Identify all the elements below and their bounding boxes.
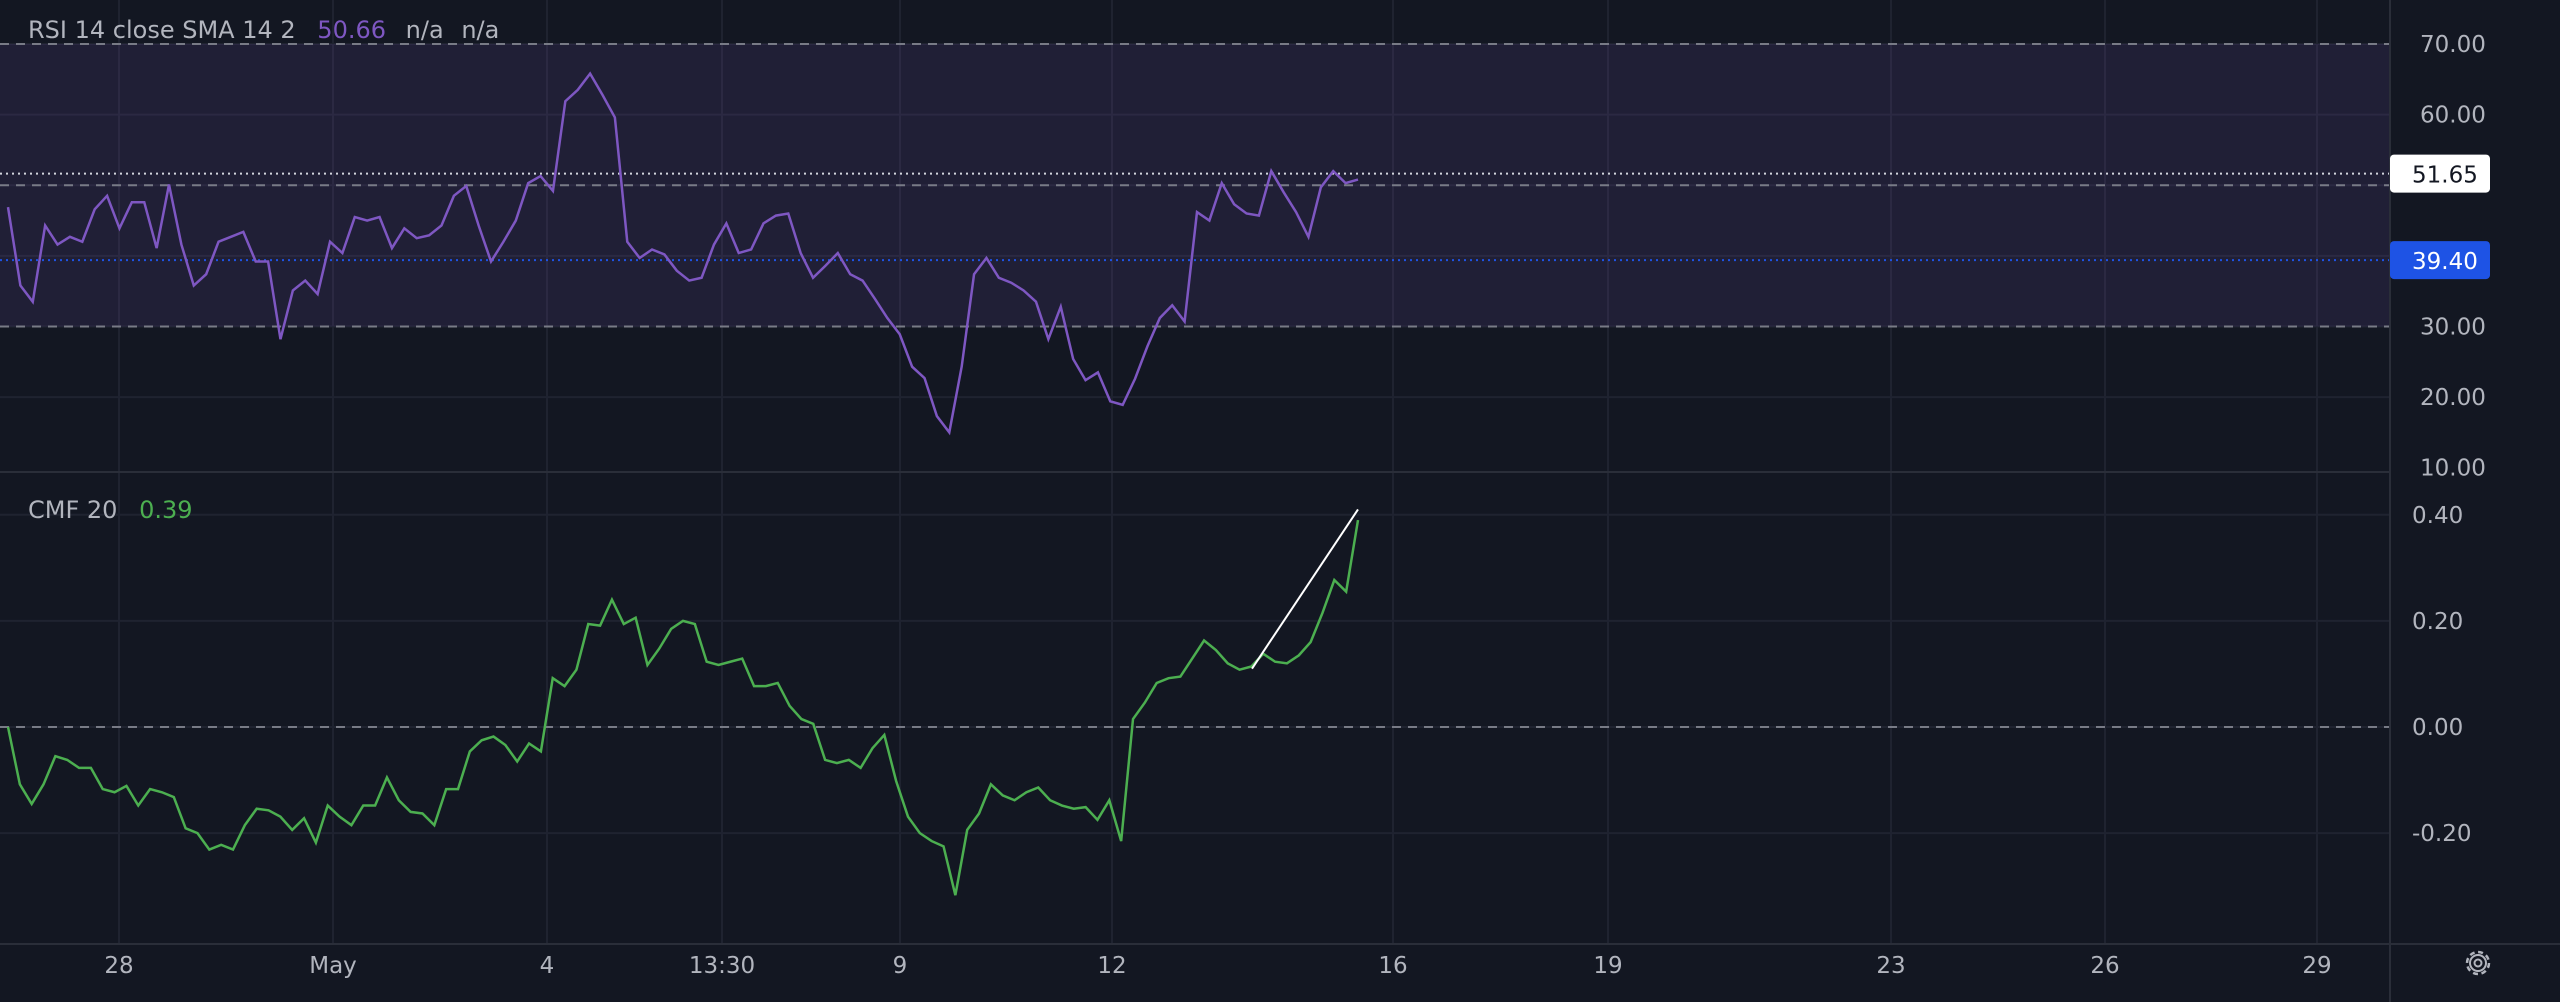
cmf-legend-value: 0.39: [139, 496, 192, 524]
x-tick-label: 29: [2302, 953, 2331, 979]
x-tick-label: 28: [104, 953, 133, 979]
rsi-legend-title: RSI 14 close SMA 14 2: [28, 16, 296, 44]
rsi-legend-value: 50.66: [317, 16, 386, 44]
x-tick-label: 16: [1378, 953, 1407, 979]
rsi-legend-extra1: n/a: [406, 16, 444, 44]
price-axis[interactable]: 70.00 60.00 30.00 20.00 10.00 0.40 0.20 0.00 -0.…: [2390, 32, 2490, 847]
x-tick-label: May: [309, 953, 357, 979]
x-tick-label: 4: [540, 953, 555, 979]
cmf-legend[interactable]: CMF 20 0.39: [28, 496, 193, 524]
price-label-text: 51.65: [2412, 163, 2478, 189]
gear-icon[interactable]: [2465, 950, 2491, 976]
current-value-label: [2390, 154, 2490, 193]
x-tick-label: 26: [2090, 953, 2119, 979]
x-tick-label: 13:30: [689, 953, 755, 979]
cmf-legend-title: CMF 20: [28, 496, 117, 524]
time-axis[interactable]: 28 May 4 13:30 9 12 16 19 23 26 29: [104, 953, 2331, 979]
rsi-y-tick-label: 10.00: [2420, 456, 2486, 482]
cmf-y-tick-label: 0.40: [2412, 503, 2463, 529]
cmf-pane[interactable]: [0, 508, 2390, 896]
cmf-y-tick-label: 0.00: [2412, 715, 2463, 741]
x-tick-label: 12: [1097, 953, 1126, 979]
sma-value-label: [2390, 241, 2490, 280]
x-tick-label: 9: [893, 953, 908, 979]
rsi-y-tick-label: 20.00: [2420, 385, 2486, 411]
trendline[interactable]: [1251, 508, 1359, 670]
rsi-legend-extra2: n/a: [461, 16, 499, 44]
rsi-y-tick-label: 30.00: [2420, 314, 2486, 340]
rsi-y-tick-label: 60.00: [2420, 103, 2486, 129]
rsi-legend[interactable]: RSI 14 close SMA 14 2 50.66 n/a n/a: [28, 16, 499, 44]
rsi-pane[interactable]: [0, 43, 2390, 436]
cmf-y-tick-label: -0.20: [2412, 821, 2472, 847]
cmf-y-tick-label: 0.20: [2412, 609, 2463, 635]
x-tick-label: 23: [1876, 953, 1905, 979]
x-tick-label: 19: [1593, 953, 1622, 979]
price-label-text: 39.40: [2412, 249, 2478, 275]
rsi-y-tick-label: 70.00: [2420, 32, 2486, 58]
rsi-line[interactable]: [6, 71, 1359, 436]
